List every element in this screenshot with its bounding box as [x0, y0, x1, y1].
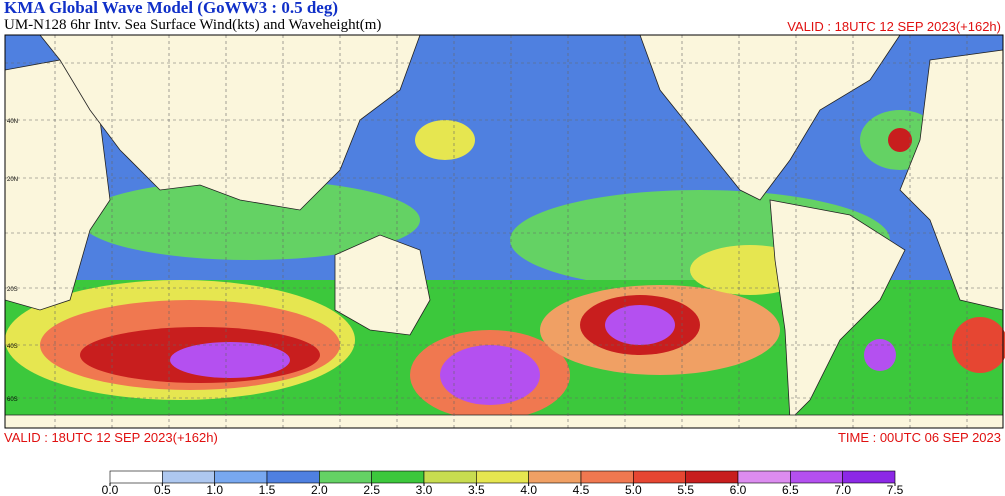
colorbar: 0.0 0.5 1.0 1.5 2.0 2.5 3.0 3.5 4.0 4.5 5.0 5.5 6.0 6…	[102, 470, 904, 496]
tick-label: 7.0	[834, 483, 851, 496]
wave-area	[415, 120, 475, 160]
wave-area	[80, 180, 420, 260]
color-swatch	[371, 470, 425, 484]
lat-label: 20N	[7, 177, 18, 183]
land	[769, 199, 906, 421]
tick-label: 0.0	[102, 483, 119, 496]
land	[39, 34, 421, 211]
storm	[888, 128, 912, 152]
tick-label: 4.0	[520, 483, 537, 496]
color-swatch	[266, 470, 320, 484]
tick-label: 5.5	[677, 483, 694, 496]
tick-label: 6.5	[782, 483, 799, 496]
map-frame	[4, 34, 1004, 429]
tick-label: 7.5	[887, 483, 904, 496]
color-swatch	[109, 470, 163, 484]
lat-label: 60S	[7, 397, 18, 403]
color-swatch	[528, 470, 582, 484]
valid-bottom: VALID : 18UTC 12 SEP 2023(+162h)	[4, 430, 218, 445]
init-time: TIME : 00UTC 06 SEP 2023	[838, 430, 1001, 445]
color-swatch	[790, 470, 843, 484]
wave-area	[440, 345, 540, 405]
tick-label: 5.0	[625, 483, 642, 496]
color-swatch	[162, 470, 215, 484]
color-swatch	[214, 470, 268, 484]
valid-top: VALID : 18UTC 12 SEP 2023(+162h)	[787, 19, 1001, 34]
lat-label: 40S	[7, 344, 18, 350]
wave-area	[864, 339, 896, 371]
color-swatch	[319, 470, 372, 484]
color-swatch	[737, 470, 791, 484]
lat-label: 40N	[7, 119, 18, 125]
color-swatch	[476, 470, 529, 484]
color-swatch	[633, 470, 686, 484]
tick-label: 2.0	[311, 483, 328, 496]
tick-label: 1.0	[206, 483, 223, 496]
color-swatch	[685, 470, 739, 484]
color-swatch	[580, 470, 634, 484]
tick-label: 6.0	[730, 483, 747, 496]
tick-label: 4.5	[573, 483, 590, 496]
title: KMA Global Wave Model (GoWW3 : 0.5 deg)	[4, 0, 338, 17]
color-swatch	[842, 470, 896, 484]
map	[4, 34, 1005, 429]
land	[639, 34, 901, 201]
tick-label: 1.5	[259, 483, 276, 496]
tick-label: 2.5	[363, 483, 380, 496]
land	[334, 234, 431, 336]
wave-area	[170, 342, 290, 378]
lat-label: 20S	[7, 287, 18, 293]
tick-label: 3.0	[416, 483, 433, 496]
tick-label: 0.5	[154, 483, 171, 496]
wave-area	[605, 305, 675, 345]
tick-label: 3.5	[468, 483, 485, 496]
subtitle: UM-N128 6hr Intv. Sea Surface Wind(kts) …	[4, 17, 381, 33]
color-swatch	[423, 470, 477, 484]
